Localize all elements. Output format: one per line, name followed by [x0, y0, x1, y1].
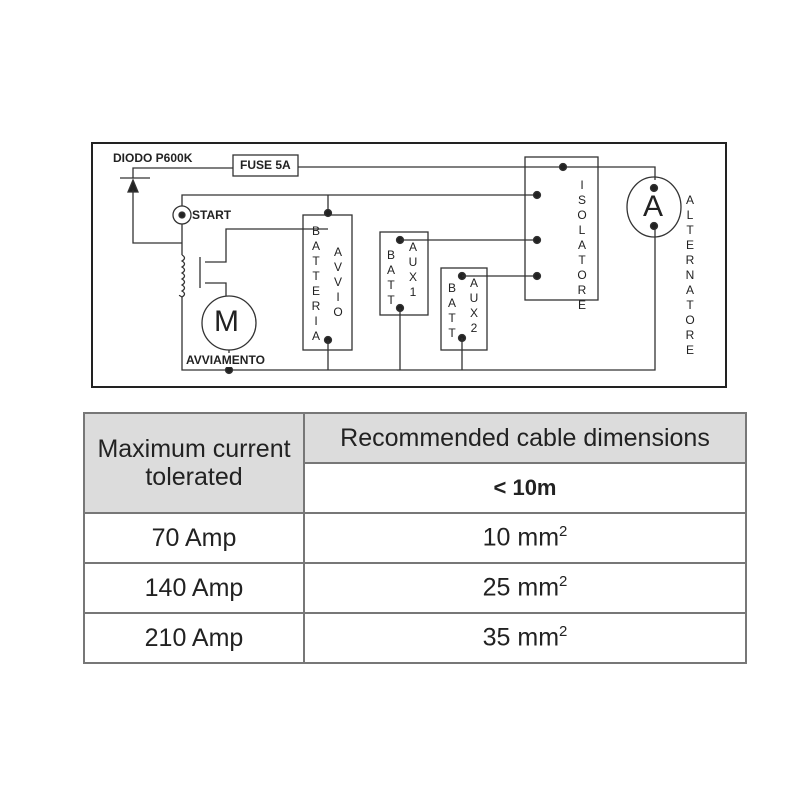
alternator-terminal-bottom [649, 221, 659, 231]
col2-header: Recommended cable dimensions [303, 412, 747, 464]
fuse-box [232, 154, 299, 177]
wire-relay-motor [205, 282, 227, 296]
table-row: 140 Amp 25 mm2 [83, 562, 747, 614]
wire-battery-relay [205, 228, 328, 263]
isolator-box [524, 156, 599, 301]
battery-aux2-box [440, 267, 488, 351]
motor-label: AVVIAMENTO [186, 353, 265, 367]
col2-subheader: < 10m [303, 462, 747, 514]
unit-superscript: 2 [559, 623, 568, 641]
solenoid-coil [178, 254, 186, 298]
current-cell: 210 Amp [83, 612, 305, 664]
wire-start-isolator [181, 194, 537, 206]
battery-start-pos [323, 208, 333, 218]
alternator-terminal-top [649, 183, 659, 193]
current-cell: 140 Amp [83, 562, 305, 614]
battery-start-label-right: AVVIO [331, 245, 345, 320]
diode-label: DIODO P600K [113, 151, 193, 165]
alternator-label: ALTERNATORE [683, 193, 697, 358]
start-button-dot [178, 211, 186, 219]
current-cell: 70 Amp [83, 512, 305, 564]
wire-diode-fuse [132, 167, 233, 178]
cable-value: 10 mm [482, 523, 560, 552]
battery-start-label-left: BATTERIA [309, 224, 323, 344]
unit-superscript: 2 [559, 573, 568, 591]
start-label: START [192, 208, 232, 222]
wire-diode-coil [132, 190, 182, 244]
wire-fuse-alternator [298, 166, 656, 180]
cable-value: 25 mm [482, 573, 560, 602]
cable-table: Maximum current tolerated Recommended ca… [83, 412, 747, 664]
motor-symbol: M [214, 305, 239, 338]
cable-value: 35 mm [482, 623, 560, 652]
alternator-circle [626, 176, 682, 238]
cable-cell: 10 mm2 [303, 512, 747, 564]
motor-ground-node [224, 365, 234, 375]
isolator-label: ISOLATORE [575, 178, 589, 313]
table-row: 210 Amp 35 mm2 [83, 612, 747, 664]
battery-aux2-label-right: AUX2 [467, 276, 481, 336]
fuse-label: FUSE 5A [240, 158, 291, 172]
wire-ground-return [181, 226, 656, 371]
battery-aux1-box [379, 231, 429, 316]
isolator-terminal-1 [558, 162, 568, 172]
battery-aux2-label-left: BATT [445, 281, 459, 341]
unit-superscript: 2 [559, 523, 568, 541]
col1-header: Maximum current tolerated [83, 412, 305, 514]
battery-aux1-label-right: AUX1 [406, 240, 420, 300]
isolator-terminal-3 [532, 235, 542, 245]
isolator-terminal-4 [532, 271, 542, 281]
battery-aux1-label-left: BATT [384, 248, 398, 308]
cable-cell: 25 mm2 [303, 562, 747, 614]
isolator-terminal-2 [532, 190, 542, 200]
diagram-frame [91, 142, 727, 388]
cable-cell: 35 mm2 [303, 612, 747, 664]
table-row: 70 Amp 10 mm2 [83, 512, 747, 564]
alternator-symbol: A [643, 190, 664, 223]
